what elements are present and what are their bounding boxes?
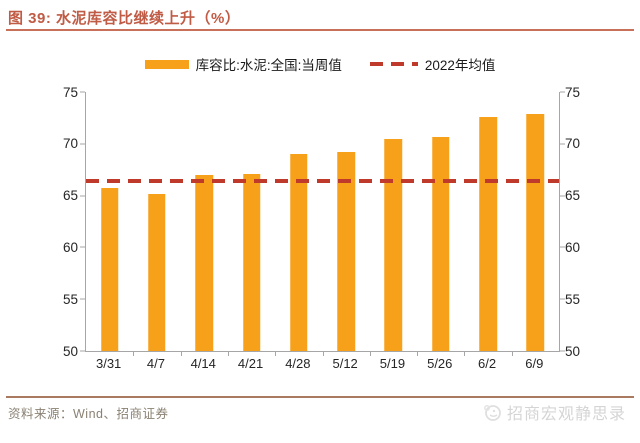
legend-item-line: 2022年均值 xyxy=(369,54,496,74)
legend: 库容比:水泥:全国:当周值 2022年均值 xyxy=(0,54,640,74)
y-axis-label: 55 xyxy=(565,291,581,307)
x-axis-label: 4/21 xyxy=(237,356,264,371)
y-axis-label: 50 xyxy=(62,343,78,359)
bar-6/2 xyxy=(479,116,497,351)
y-tick xyxy=(80,91,85,93)
x-axis-label: 6/9 xyxy=(525,356,544,371)
x-tick xyxy=(511,352,513,356)
figure-title: 图 39: 水泥库容比继续上升（%） xyxy=(8,10,241,27)
y-axis-label: 65 xyxy=(62,187,78,203)
bar-4/21 xyxy=(242,173,261,351)
y-tick xyxy=(560,246,565,248)
y-tick xyxy=(560,195,565,197)
x-tick xyxy=(417,352,419,356)
watermark: 招商宏观静思录 xyxy=(482,400,626,424)
bar-4/14 xyxy=(195,174,213,351)
x-tick xyxy=(275,352,277,356)
x-axis-label: 5/19 xyxy=(379,356,406,371)
x-tick xyxy=(227,352,229,356)
bar-6/9 xyxy=(526,113,545,351)
y-axis-label: 60 xyxy=(565,239,581,255)
y-axis-label: 65 xyxy=(565,187,581,203)
bar-5/12 xyxy=(337,152,355,351)
x-axis-label: 4/28 xyxy=(285,356,311,371)
x-axis-label: 5/26 xyxy=(427,356,453,371)
footer-rule xyxy=(6,396,634,398)
legend-bar-label: 库容比:水泥:全国:当周值 xyxy=(195,58,342,73)
source-note: 资料来源：Wind、招商证券 xyxy=(8,407,169,421)
bar-5/19 xyxy=(384,138,403,351)
bar-3/31 xyxy=(100,188,119,351)
y-tick xyxy=(560,143,565,145)
y-axis-right: 50 55 60 65 70 75 xyxy=(565,85,605,357)
y-axis-label: 55 xyxy=(62,291,78,307)
y-axis-left: 50 55 60 65 70 75 xyxy=(38,85,78,357)
y-tick xyxy=(560,350,565,352)
y-tick xyxy=(80,246,85,248)
y-tick xyxy=(80,143,85,145)
y-axis-label: 60 xyxy=(62,239,78,255)
x-tick xyxy=(180,352,182,356)
x-tick xyxy=(133,352,135,356)
x-axis-label: 6/2 xyxy=(478,356,497,371)
y-tick xyxy=(80,298,85,300)
y-axis-label: 75 xyxy=(62,84,78,100)
y-axis-label: 70 xyxy=(62,136,78,152)
plot-area xyxy=(80,91,565,356)
x-tick xyxy=(464,352,466,356)
y-axis-label: 70 xyxy=(565,136,581,152)
title-underline xyxy=(6,29,634,31)
x-axis-label: 4/7 xyxy=(146,356,165,371)
x-axis-label: 3/31 xyxy=(95,356,122,371)
bar-4/7 xyxy=(148,193,166,351)
y-tick xyxy=(560,91,565,93)
bar-5/26 xyxy=(432,136,450,351)
watermark-logo-icon xyxy=(484,405,501,421)
bar-4/28 xyxy=(290,154,308,351)
bar-swatch-icon xyxy=(144,59,189,69)
dashed-line-swatch-icon xyxy=(369,62,418,66)
y-axis-label: 50 xyxy=(565,343,581,359)
average-line xyxy=(86,179,559,184)
x-axis-label: 5/12 xyxy=(332,356,358,371)
y-tick xyxy=(80,195,85,197)
x-axis: 3/31 4/7 4/14 4/21 4/28 5/12 5/19 5/26 6/2 6/9 xyxy=(85,357,558,373)
y-tick xyxy=(560,298,565,300)
x-tick xyxy=(322,352,324,356)
x-axis-label: 4/14 xyxy=(190,356,216,371)
watermark-text: 招商宏观静思录 xyxy=(506,406,626,423)
x-tick xyxy=(369,352,371,356)
legend-line-label: 2022年均值 xyxy=(424,58,496,73)
legend-item-bar: 库容比:水泥:全国:当周值 xyxy=(144,54,342,74)
y-tick xyxy=(80,350,85,352)
y-axis-label: 75 xyxy=(565,84,581,100)
